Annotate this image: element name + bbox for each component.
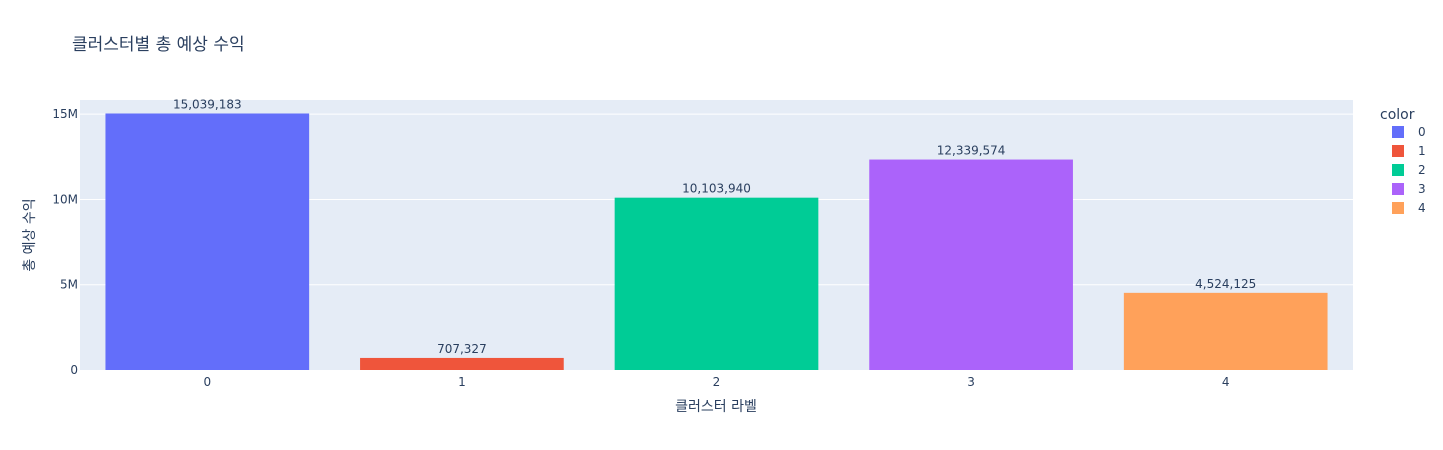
x-tick-label: 2 <box>713 375 721 389</box>
y-tick-label: 10M <box>52 192 78 206</box>
x-axis-title: 클러스터 라벨 <box>675 399 757 415</box>
bar-value-label: 4,524,125 <box>1195 277 1256 291</box>
x-tick-label: 0 <box>203 375 211 389</box>
legend-item-label: 2 <box>1418 163 1426 177</box>
bar-4 <box>1123 292 1328 370</box>
chart-title: 클러스터별 총 예상 수익 <box>72 35 245 55</box>
data-labels: 15,039,183 707,327 10,103,940 12,339,574 4,5… <box>173 98 1256 356</box>
legend-swatch <box>1392 145 1404 157</box>
legend-swatch <box>1392 183 1404 195</box>
bar-0 <box>105 113 310 370</box>
x-axis-ticks: 0 1 2 3 4 <box>203 375 1229 389</box>
legend-swatch <box>1392 202 1404 214</box>
legend-title: color <box>1380 107 1415 123</box>
legend-item-label: 3 <box>1418 182 1426 196</box>
legend-swatch <box>1392 164 1404 176</box>
legend-item-label: 0 <box>1418 125 1426 139</box>
x-tick-label: 3 <box>967 375 975 389</box>
y-tick-label: 15M <box>52 107 78 121</box>
bar-value-label: 707,327 <box>437 342 487 356</box>
bar-value-label: 12,339,574 <box>937 144 1006 158</box>
y-tick-label: 0 <box>70 363 78 377</box>
legend-item-label: 4 <box>1418 201 1426 215</box>
legend: color 0 1 2 3 4 <box>1380 107 1426 215</box>
bar-2 <box>614 197 819 370</box>
y-axis-title: 총 예상 수익 <box>22 198 38 271</box>
bar-value-label: 15,039,183 <box>173 98 242 112</box>
bar-1 <box>360 357 564 370</box>
legend-item-label: 1 <box>1418 144 1426 158</box>
bar-3 <box>869 159 1073 370</box>
y-tick-label: 5M <box>60 278 78 292</box>
bars <box>105 113 1328 370</box>
x-tick-label: 4 <box>1222 375 1230 389</box>
legend-swatch <box>1392 126 1404 138</box>
x-tick-label: 1 <box>458 375 466 389</box>
y-axis-ticks: 0 5M 10M 15M <box>52 107 78 377</box>
bar-value-label: 10,103,940 <box>682 182 751 196</box>
